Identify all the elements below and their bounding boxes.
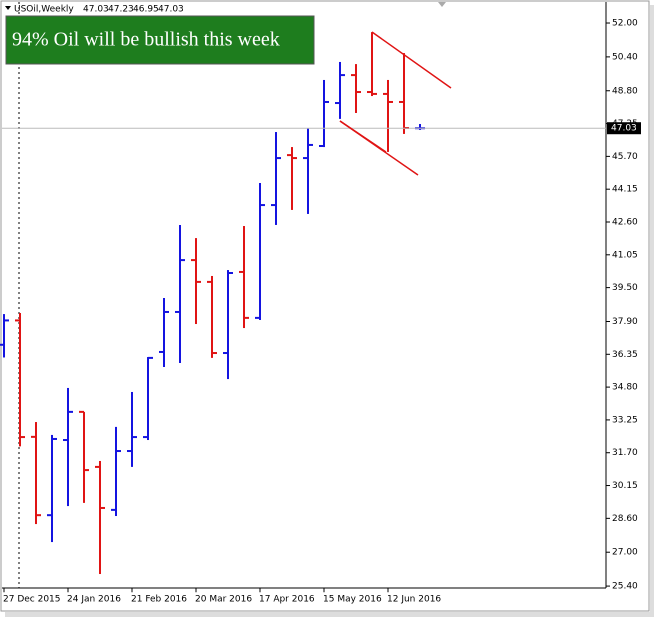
trend-line — [339, 120, 387, 153]
y-tick-label: 41.05 — [612, 250, 638, 260]
last-price-label: 47.03 — [611, 124, 637, 134]
x-tick-label: 17 Apr 2016 — [259, 595, 315, 605]
shift-marker — [438, 2, 446, 7]
x-tick-label: 15 May 2016 — [323, 595, 382, 605]
y-tick-label: 25.40 — [612, 582, 638, 592]
x-tick-label: 21 Feb 2016 — [131, 595, 187, 605]
y-tick-label: 52.00 — [612, 19, 638, 29]
y-tick-label: 48.80 — [612, 86, 638, 96]
x-tick-label: 24 Jan 2016 — [67, 595, 121, 605]
header-low: 46.95 — [133, 5, 159, 15]
y-tick-label: 36.35 — [612, 350, 638, 360]
shadow — [650, 5, 654, 615]
pennant — [339, 31, 452, 176]
y-tick-label: 30.15 — [612, 481, 638, 491]
annotation: 94% Oil will be bullish this week — [12, 29, 280, 51]
y-tick-label: 50.40 — [612, 52, 638, 62]
trend-line — [371, 31, 452, 89]
x-tick-label: 27 Dec 2015 — [3, 595, 61, 605]
x-tick-label: 12 Jun 2016 — [387, 595, 441, 605]
annotation-box — [5, 15, 315, 65]
y-tick-label: 37.90 — [612, 317, 638, 327]
symbol-title: USOil,Weekly — [14, 5, 74, 15]
y-tick-label: 31.70 — [612, 448, 638, 458]
y-tick-label: 27.00 — [612, 548, 638, 558]
y-tick-label: 44.15 — [612, 185, 638, 195]
y-tick-label: 33.25 — [612, 415, 638, 425]
y-tick-label: 34.80 — [612, 383, 638, 393]
last-price-box — [607, 122, 641, 135]
y-tick-label: 28.60 — [612, 514, 638, 524]
y-tick-label: 39.50 — [612, 283, 638, 293]
shadow — [5, 612, 654, 617]
header-open: 47.03 — [83, 5, 109, 15]
y-tick-label: 42.60 — [612, 217, 638, 227]
y-tick-label: 45.70 — [612, 152, 638, 162]
header-high: 47.23 — [108, 5, 134, 15]
x-tick-label: 20 Mar 2016 — [195, 595, 252, 605]
plot: 52.0050.4048.8047.2545.7044.1542.6041.05… — [0, 19, 641, 605]
header-close: 47.03 — [158, 5, 184, 15]
menu-arrow — [5, 6, 11, 10]
